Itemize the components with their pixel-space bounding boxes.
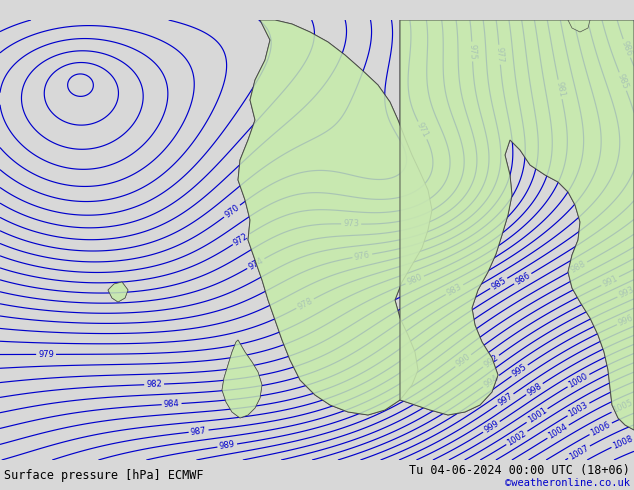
- Text: 991: 991: [601, 273, 619, 289]
- Text: 994: 994: [482, 373, 500, 390]
- Text: 1005: 1005: [611, 398, 634, 416]
- Text: 992: 992: [482, 353, 500, 369]
- Polygon shape: [238, 20, 432, 415]
- Polygon shape: [222, 340, 262, 418]
- Text: 973: 973: [343, 220, 359, 229]
- Text: 990: 990: [454, 352, 472, 369]
- Polygon shape: [108, 282, 128, 302]
- Text: 993: 993: [618, 286, 634, 300]
- Text: 980: 980: [406, 273, 424, 287]
- Text: 982: 982: [146, 380, 162, 389]
- Text: 1003: 1003: [567, 400, 590, 418]
- Text: 986: 986: [514, 271, 532, 287]
- Polygon shape: [108, 282, 128, 302]
- Text: Tu 04-06-2024 00:00 UTC (18+06): Tu 04-06-2024 00:00 UTC (18+06): [409, 464, 630, 476]
- Text: 999: 999: [482, 419, 500, 435]
- Text: 996: 996: [617, 313, 634, 328]
- Text: 971: 971: [415, 122, 430, 140]
- Text: 997: 997: [496, 392, 514, 408]
- Text: 986: 986: [619, 39, 634, 57]
- Polygon shape: [400, 20, 634, 430]
- Text: 985: 985: [616, 73, 630, 91]
- Text: 1007: 1007: [567, 443, 590, 461]
- Text: 978: 978: [296, 296, 314, 311]
- Text: 998: 998: [526, 381, 543, 397]
- Text: 981: 981: [554, 81, 566, 98]
- Text: 988: 988: [569, 259, 588, 275]
- Text: 1008: 1008: [611, 434, 634, 450]
- Text: 979: 979: [38, 350, 54, 359]
- Polygon shape: [568, 20, 590, 32]
- Text: 1002: 1002: [505, 429, 528, 447]
- Polygon shape: [222, 340, 262, 418]
- Text: 976: 976: [354, 250, 371, 262]
- Text: 1000: 1000: [567, 371, 590, 390]
- Text: 989: 989: [219, 440, 236, 451]
- Text: 984: 984: [164, 399, 180, 409]
- Text: 1004: 1004: [547, 422, 569, 441]
- Text: 975: 975: [467, 44, 477, 60]
- Text: 983: 983: [445, 282, 463, 297]
- Text: 1001: 1001: [526, 406, 548, 425]
- Polygon shape: [568, 20, 590, 32]
- Text: 974: 974: [247, 256, 265, 271]
- Text: 987: 987: [190, 426, 207, 437]
- Text: 977: 977: [495, 47, 505, 63]
- Polygon shape: [238, 20, 432, 415]
- Text: 1006: 1006: [589, 420, 612, 438]
- Text: 972: 972: [232, 231, 250, 247]
- Text: 995: 995: [510, 363, 529, 379]
- Text: 985: 985: [489, 275, 508, 292]
- Text: ©weatheronline.co.uk: ©weatheronline.co.uk: [505, 478, 630, 488]
- Text: Surface pressure [hPa] ECMWF: Surface pressure [hPa] ECMWF: [4, 468, 204, 482]
- Text: 970: 970: [223, 203, 241, 220]
- Polygon shape: [400, 20, 634, 430]
